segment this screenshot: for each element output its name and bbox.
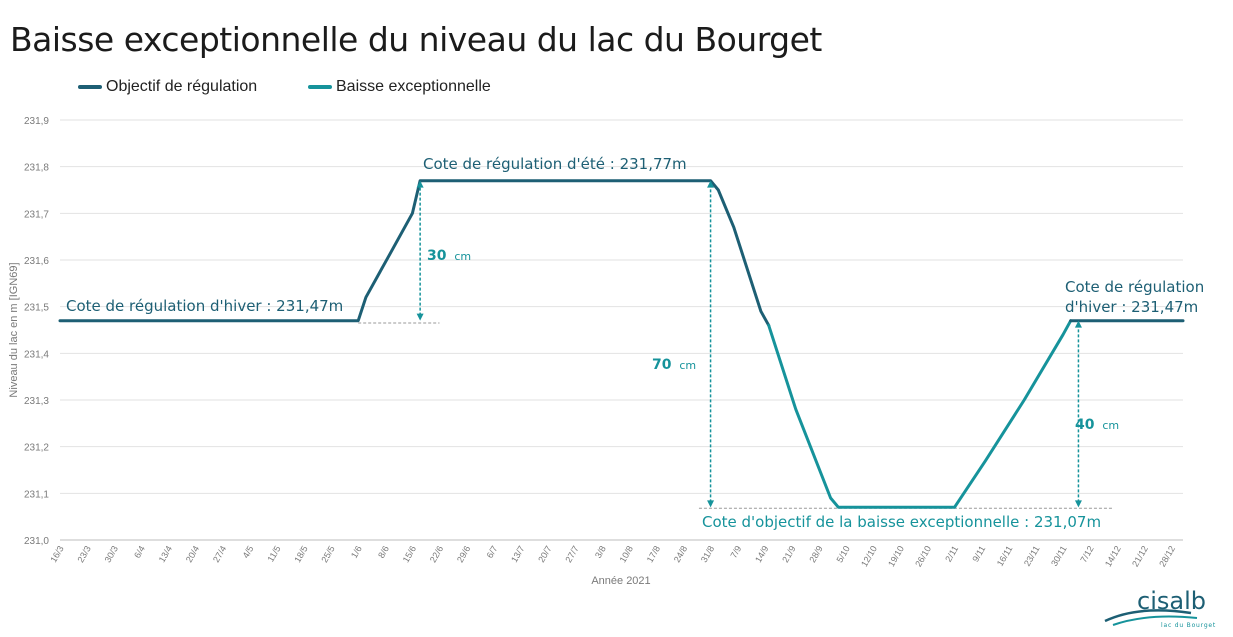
x-tick-label: 18/5: [292, 544, 309, 564]
x-tick-label: 28/12: [1157, 544, 1177, 569]
x-tick-label: 14/9: [753, 544, 770, 564]
annotation-hiver-right-1: Cote de régulation: [1065, 278, 1204, 296]
measure-unit-40: cm: [1102, 419, 1119, 432]
measure-arrow-bottom: [707, 500, 715, 508]
legend-item-baisse: Baisse exceptionnelle: [308, 78, 491, 96]
legend-swatch-baisse: [308, 85, 332, 89]
x-tick-label: 28/9: [807, 544, 824, 564]
measure-arrow-bottom: [1074, 500, 1082, 508]
x-tick-label: 30/11: [1049, 544, 1069, 568]
x-tick-label: 9/11: [970, 544, 987, 564]
measure-arrow-top: [707, 180, 715, 188]
x-tick-label: 7/12: [1078, 544, 1095, 564]
x-tick-label: 1/6: [349, 544, 364, 560]
x-tick-layer: 16/3 23/3 30/3 6/4 13/4 20/4 27/4 4/5 11/5 18/5 25…: [48, 544, 1177, 569]
x-tick-label: 17/8: [645, 544, 662, 564]
measure-label-40: 40 cm: [1075, 417, 1119, 433]
measure-value-30: 30: [427, 248, 447, 264]
guide-layer: [358, 322, 1114, 509]
series-line: [58, 179, 771, 327]
legend-label-baisse: Baisse exceptionnelle: [336, 78, 491, 95]
x-tick-label: 13/7: [509, 544, 526, 564]
measure-arrow-bottom: [416, 313, 424, 321]
logo-name: cisalb: [1137, 587, 1206, 615]
x-tick-label: 29/6: [455, 544, 472, 564]
x-tick-label: 20/4: [184, 544, 201, 564]
measure-value-40: 40: [1075, 417, 1095, 433]
measure-label-30: 30 cm: [427, 248, 471, 264]
y-tick-label: 231,0: [24, 536, 49, 547]
y-tick-label: 231,9: [24, 116, 49, 127]
logo-wave-1: [1104, 609, 1192, 623]
x-tick-label: 19/10: [886, 544, 906, 569]
x-tick-label: 25/5: [319, 544, 336, 564]
x-tick-label: 10/8: [618, 544, 635, 564]
x-tick-label: 21/9: [780, 544, 797, 564]
x-tick-label: 3/8: [593, 544, 608, 560]
x-tick-label: 15/6: [401, 544, 418, 564]
annotation-hiver-right-2: d'hiver : 231,47m: [1065, 298, 1198, 316]
annotation-objectif: Cote d'objectif de la baisse exceptionne…: [702, 513, 1101, 531]
logo-subtitle: lac du Bourget: [1161, 622, 1216, 629]
x-tick-label: 6/7: [485, 544, 500, 560]
x-tick-label: 6/4: [132, 544, 147, 560]
legend-swatch-regulation: [78, 85, 102, 89]
x-tick-label: 11/5: [265, 544, 282, 564]
x-tick-label: 27/7: [563, 544, 580, 564]
y-tick-label: 231,5: [24, 303, 49, 314]
y-tick-label: 231,7: [24, 209, 49, 220]
annotation-ete: Cote de régulation d'été : 231,77m: [423, 155, 687, 173]
x-tick-label: 20/7: [536, 544, 553, 564]
x-tick-label: 7/9: [728, 544, 743, 560]
x-tick-label: 26/10: [913, 544, 933, 569]
x-tick-label: 16/3: [48, 544, 65, 564]
measure-value-70: 70: [652, 357, 672, 373]
x-tick-label: 16/11: [995, 544, 1015, 568]
y-tick-label: 231,3: [24, 396, 49, 407]
x-tick-label: 13/4: [157, 544, 174, 564]
annotation-hiver-left: Cote de régulation d'hiver : 231,47m: [66, 297, 343, 315]
series-line: [767, 319, 1073, 509]
x-tick-label: 30/3: [103, 544, 120, 564]
measure-arrow-top: [416, 180, 424, 188]
x-tick-label: 5/10: [834, 544, 851, 564]
x-tick-label: 31/8: [699, 544, 716, 564]
x-axis-label: Année 2021: [591, 575, 650, 587]
x-tick-label: 4/5: [241, 544, 256, 560]
series-layer: [58, 179, 1185, 509]
x-tick-label: 12/10: [859, 544, 879, 569]
y-tick-layer: 231,0 231,1 231,2 231,3 231,4 231,5 231,6 231,7…: [24, 116, 49, 547]
x-tick-label: 21/12: [1130, 544, 1150, 569]
chart-title: Baisse exceptionnelle du niveau du lac d…: [10, 20, 822, 59]
y-tick-label: 231,1: [24, 489, 49, 500]
x-tick-label: 2/11: [943, 544, 960, 564]
cisalb-logo: cisalb lac du Bourget: [1104, 587, 1216, 629]
x-tick-label: 22/6: [428, 544, 445, 564]
x-tick-label: 27/4: [211, 544, 228, 564]
x-tick-label: 23/11: [1022, 544, 1042, 568]
y-tick-label: 231,8: [24, 163, 49, 174]
x-tick-label: 14/12: [1103, 544, 1123, 569]
measure-unit-30: cm: [454, 250, 471, 263]
y-tick-label: 231,6: [24, 256, 49, 267]
legend-item-regulation: Objectif de régulation: [78, 78, 257, 96]
y-axis-label: Niveau du lac en m [IGN69]: [8, 262, 20, 397]
measure-layer: [416, 180, 1082, 508]
grid-layer: [60, 119, 1183, 541]
logo-wave-2: [1112, 615, 1198, 626]
measure-label-70: 70 cm: [652, 357, 696, 373]
measure-unit-70: cm: [679, 359, 696, 372]
x-tick-label: 23/3: [75, 544, 92, 564]
x-tick-label: 8/6: [376, 544, 391, 560]
y-tick-label: 231,4: [24, 349, 49, 360]
legend-label-regulation: Objectif de régulation: [106, 78, 258, 95]
measure-arrow-top: [1074, 320, 1082, 328]
x-tick-label: 24/8: [672, 544, 689, 564]
y-tick-label: 231,2: [24, 443, 49, 454]
